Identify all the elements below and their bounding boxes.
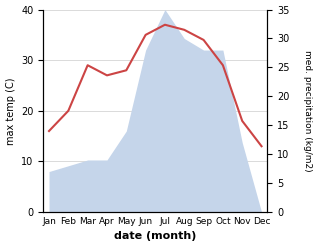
X-axis label: date (month): date (month) (114, 231, 197, 242)
Y-axis label: med. precipitation (kg/m2): med. precipitation (kg/m2) (303, 50, 313, 172)
Y-axis label: max temp (C): max temp (C) (5, 77, 16, 144)
